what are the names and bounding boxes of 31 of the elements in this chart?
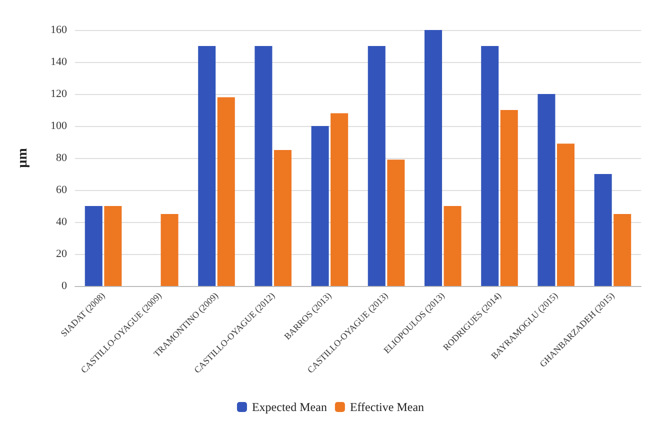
bar xyxy=(556,144,574,286)
bar xyxy=(254,46,272,286)
bar xyxy=(387,160,405,286)
bar xyxy=(614,214,632,286)
bar xyxy=(538,94,556,286)
bar xyxy=(424,30,442,286)
bar xyxy=(368,46,386,286)
y-tick-label: 140 xyxy=(50,56,68,68)
bar xyxy=(311,126,329,286)
bar xyxy=(217,97,235,286)
y-tick-label: 40 xyxy=(56,216,68,228)
bar xyxy=(481,46,499,286)
y-tick-label: 100 xyxy=(50,120,68,132)
bar xyxy=(198,46,216,286)
bar xyxy=(594,174,612,286)
bar xyxy=(500,110,518,286)
bar xyxy=(274,150,292,286)
y-tick-label: 160 xyxy=(50,24,68,36)
y-tick-label: 0 xyxy=(62,280,68,292)
bar xyxy=(160,214,178,286)
bar xyxy=(444,206,462,286)
legend-label: Effective Mean xyxy=(350,400,424,414)
y-tick-label: 60 xyxy=(56,184,68,196)
bar xyxy=(84,206,102,286)
bar xyxy=(104,206,122,286)
legend-label: Expected Mean xyxy=(252,400,327,414)
y-tick-label: 20 xyxy=(56,248,68,260)
bar xyxy=(330,113,348,286)
y-axis-title: µm xyxy=(16,148,30,168)
y-tick-label: 120 xyxy=(50,88,68,100)
y-tick-label: 80 xyxy=(56,152,68,164)
